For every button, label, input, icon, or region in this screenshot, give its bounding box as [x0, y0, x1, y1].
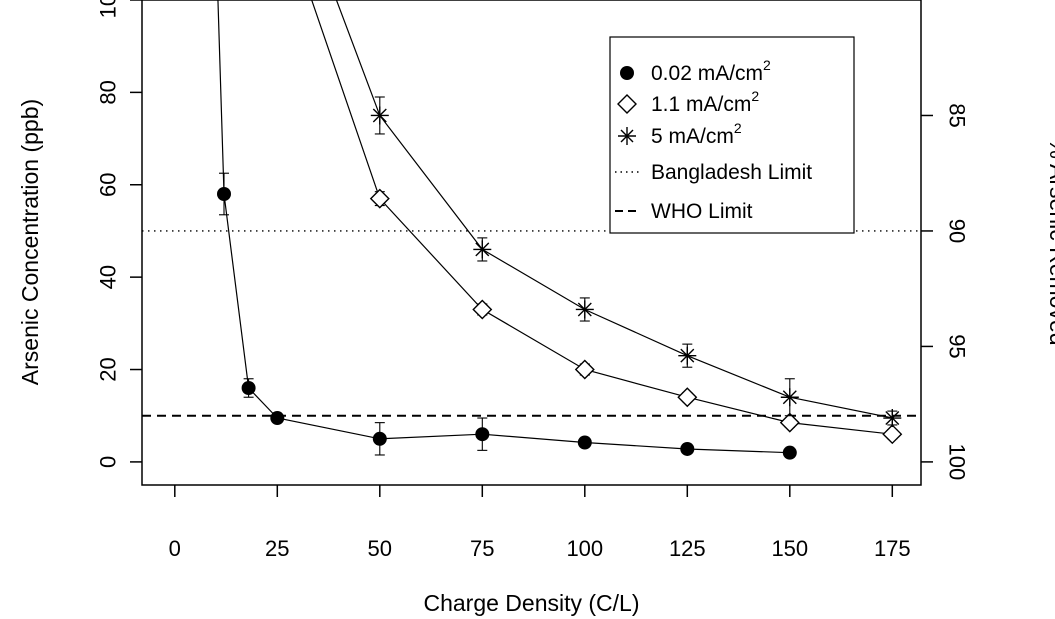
right-tick-label: 85 [944, 103, 969, 127]
reference-lines [142, 230, 921, 417]
y-tick-label: 40 [96, 265, 121, 289]
data-point-diamond [677, 387, 698, 408]
asterisk-stroke [680, 348, 695, 363]
plot-frame [141, 0, 922, 486]
right-tick-label: 95 [944, 334, 969, 358]
data-point-asterisk [678, 346, 697, 365]
data-point-circle [270, 411, 285, 426]
legend-marker-circle [620, 66, 634, 80]
asterisk-stroke [885, 411, 900, 426]
data-point-circle [475, 427, 490, 442]
y-tick-label: 80 [96, 80, 121, 104]
x-tick-label: 125 [669, 536, 706, 561]
x-tick-label: 175 [874, 536, 911, 561]
y-tick-label: 60 [96, 173, 121, 197]
data-point-asterisk [370, 106, 389, 125]
asterisk-stroke [782, 390, 797, 405]
x-tick-label: 100 [566, 536, 603, 561]
series-layer [217, 0, 903, 460]
x-tick-label: 150 [771, 536, 808, 561]
asterisk-stroke [372, 108, 387, 123]
data-point-asterisk [575, 300, 594, 319]
right-axis-title: % Arsenic Removed [1045, 138, 1055, 345]
x-tick-label: 25 [265, 536, 289, 561]
x-tick-label: 75 [470, 536, 494, 561]
right-tick-label: 90 [944, 219, 969, 243]
legend-marker-diamond [617, 94, 637, 114]
data-point-circle [680, 441, 695, 456]
x-tick-label: 50 [368, 536, 392, 561]
data-point-asterisk [473, 240, 492, 259]
legend-marker-asterisk [618, 127, 636, 145]
data-point-asterisk [780, 388, 799, 407]
data-point-diamond [472, 299, 493, 320]
asterisk-stroke [577, 302, 592, 317]
data-point-diamond [882, 424, 903, 445]
data-point-diamond [779, 412, 800, 433]
data-point-circle [372, 431, 387, 446]
legend-label-series-3: 5 mA/cm2 [651, 120, 742, 148]
asterisk-stroke [475, 242, 490, 257]
legend-label-bangladesh: Bangladesh Limit [651, 161, 812, 184]
y-tick-label: 100 [96, 0, 121, 18]
x-axis-title: Charge Density (C/L) [423, 590, 639, 616]
legend-label-series-2: 1.1 mA/cm2 [651, 88, 759, 116]
data-point-circle [241, 381, 256, 395]
x-tick-label: 0 [169, 536, 181, 561]
data-point-asterisk [883, 409, 902, 428]
data-point-circle [782, 445, 797, 460]
y-axis-title: Arsenic Concentration (ppb) [17, 99, 43, 385]
y-tick-label: 0 [96, 456, 121, 468]
legend-box [609, 36, 855, 234]
y-tick-label: 20 [96, 357, 121, 381]
data-point-circle [217, 187, 231, 201]
legend-label-series-1: 0.02 mA/cm2 [651, 57, 771, 85]
data-point-diamond [574, 359, 595, 380]
right-tick-label: 100 [944, 444, 969, 481]
data-point-circle [577, 435, 592, 450]
legend: 0.02 mA/cm2 1.1 mA/cm2 5 mA/cm2 Banglade… [609, 36, 855, 234]
axes-layer: 0 25 50 75 100 125 150 175 0 20 40 60 80 100 85 90 95 100 [96, 0, 969, 561]
data-point-diamond [369, 188, 390, 209]
legend-label-who: WHO Limit [651, 200, 753, 223]
